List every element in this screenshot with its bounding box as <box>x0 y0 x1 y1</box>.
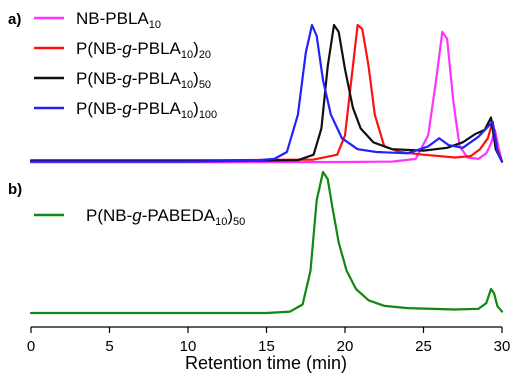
x-tick-label-30: 30 <box>494 338 511 355</box>
trace-a-2 <box>29 23 504 163</box>
legend-label-b-0: P(NB-g-PABEDA10)50 <box>86 206 245 228</box>
legend-label-a-0: NB-PBLA10 <box>76 9 161 31</box>
legend-label-a-1: P(NB-g-PBLA10)20 <box>76 39 211 61</box>
panel-label-b: b) <box>8 181 22 198</box>
trace-b-0 <box>29 170 504 315</box>
x-tick-label-10: 10 <box>180 338 197 355</box>
panel-a: a) NB-PBLA10 P(NB-g-PBLA10)20 P(NB-g-PBLA10… <box>8 9 504 164</box>
x-tick-label-25: 25 <box>415 338 432 355</box>
legend-label-a-2: P(NB-g-PBLA10)50 <box>76 69 211 91</box>
x-tick-label-0: 0 <box>27 338 35 355</box>
x-tick-label-15: 15 <box>258 338 275 355</box>
trace-a-3 <box>29 23 504 163</box>
panel-b: b) P(NB-g-PABEDA10)50 <box>8 170 504 315</box>
trace-a-1 <box>29 23 504 163</box>
trace-a-0 <box>29 30 504 164</box>
x-tick-label-20: 20 <box>337 338 354 355</box>
x-axis: 0 5 10 15 20 25 30 <box>27 326 511 355</box>
panel-label-a: a) <box>8 11 21 28</box>
x-tick-label-5: 5 <box>105 338 113 355</box>
x-axis-title: Retention time (min) <box>185 353 347 373</box>
legend-label-a-3: P(NB-g-PBLA10)100 <box>76 99 217 121</box>
